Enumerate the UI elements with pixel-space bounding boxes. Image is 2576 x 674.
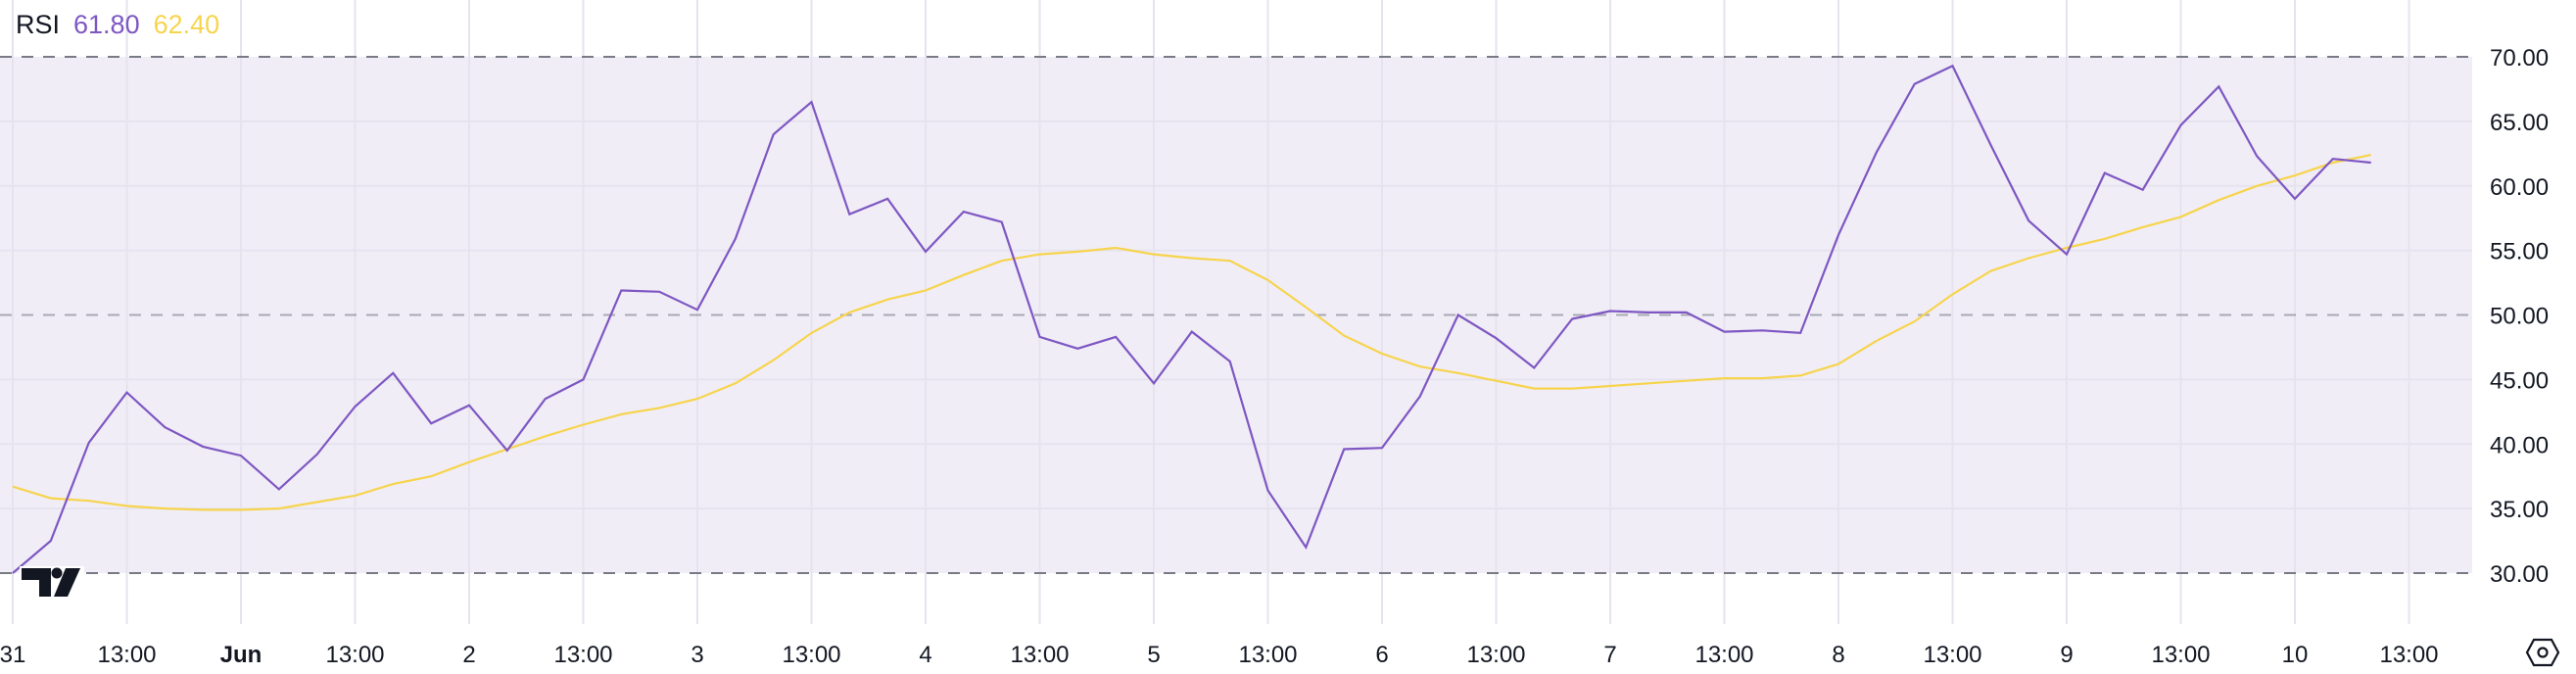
- settings-hexagon-icon[interactable]: [2525, 637, 2560, 668]
- x-tick-label: 13:00: [97, 642, 156, 668]
- x-tick-label: 13:00: [1010, 642, 1069, 668]
- indicator-title: RSI: [16, 10, 61, 39]
- x-tick-label: 13:00: [1923, 642, 1981, 668]
- x-tick-label: 13:00: [2379, 642, 2438, 668]
- x-tick-label: 13:00: [1238, 642, 1297, 668]
- y-tick-label: 40.00: [2490, 432, 2549, 458]
- y-tick-label: 45.00: [2490, 367, 2549, 394]
- x-tick-label: 2: [462, 642, 475, 668]
- y-tick-label: 35.00: [2490, 497, 2549, 523]
- x-tick-label: 13:00: [325, 642, 384, 668]
- y-tick-label: 55.00: [2490, 239, 2549, 265]
- x-tick-label: 13:00: [782, 642, 840, 668]
- x-tick-label: 31: [0, 642, 25, 668]
- y-tick-label: 30.00: [2490, 561, 2549, 588]
- y-tick-label: 65.00: [2490, 110, 2549, 136]
- x-tick-label: 13:00: [1466, 642, 1525, 668]
- x-tick-label: 3: [691, 642, 703, 668]
- x-tick-label: Jun: [220, 642, 262, 668]
- y-tick-label: 60.00: [2490, 174, 2549, 201]
- y-tick-label: 50.00: [2490, 304, 2549, 330]
- x-tick-label: 4: [919, 642, 931, 668]
- indicator-legend[interactable]: RSI 61.80 62.40: [16, 10, 219, 40]
- x-tick-label: 13:00: [2151, 642, 2210, 668]
- rsi-value: 61.80: [73, 10, 140, 39]
- x-tick-label: 5: [1147, 642, 1160, 668]
- x-tick-label: 13:00: [553, 642, 612, 668]
- x-tick-label: 10: [2282, 642, 2309, 668]
- x-tick-label: 13:00: [1694, 642, 1753, 668]
- x-tick-label: 8: [1832, 642, 1844, 668]
- ma-value: 62.40: [153, 10, 220, 39]
- y-tick-label: 70.00: [2490, 45, 2549, 72]
- tradingview-logo: [20, 566, 84, 600]
- x-tick-label: 9: [2060, 642, 2073, 668]
- x-tick-label: 6: [1375, 642, 1388, 668]
- x-tick-label: 7: [1603, 642, 1616, 668]
